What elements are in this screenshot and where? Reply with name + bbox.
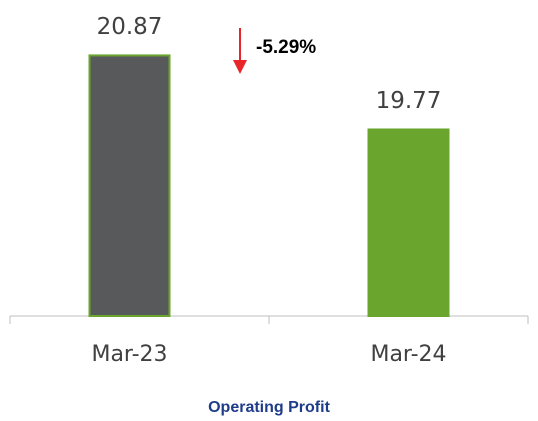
value-label: 19.77 [376, 88, 442, 114]
chart-title: Operating Profit [208, 399, 330, 416]
x-tick-label: Mar-23 [91, 342, 167, 367]
annotation: -5.29% [256, 37, 316, 58]
annotation-arrowhead [233, 60, 247, 74]
bar [367, 128, 450, 317]
bar [88, 54, 171, 317]
x-tick-label: Mar-24 [370, 342, 446, 367]
value-label: 20.87 [97, 14, 163, 40]
